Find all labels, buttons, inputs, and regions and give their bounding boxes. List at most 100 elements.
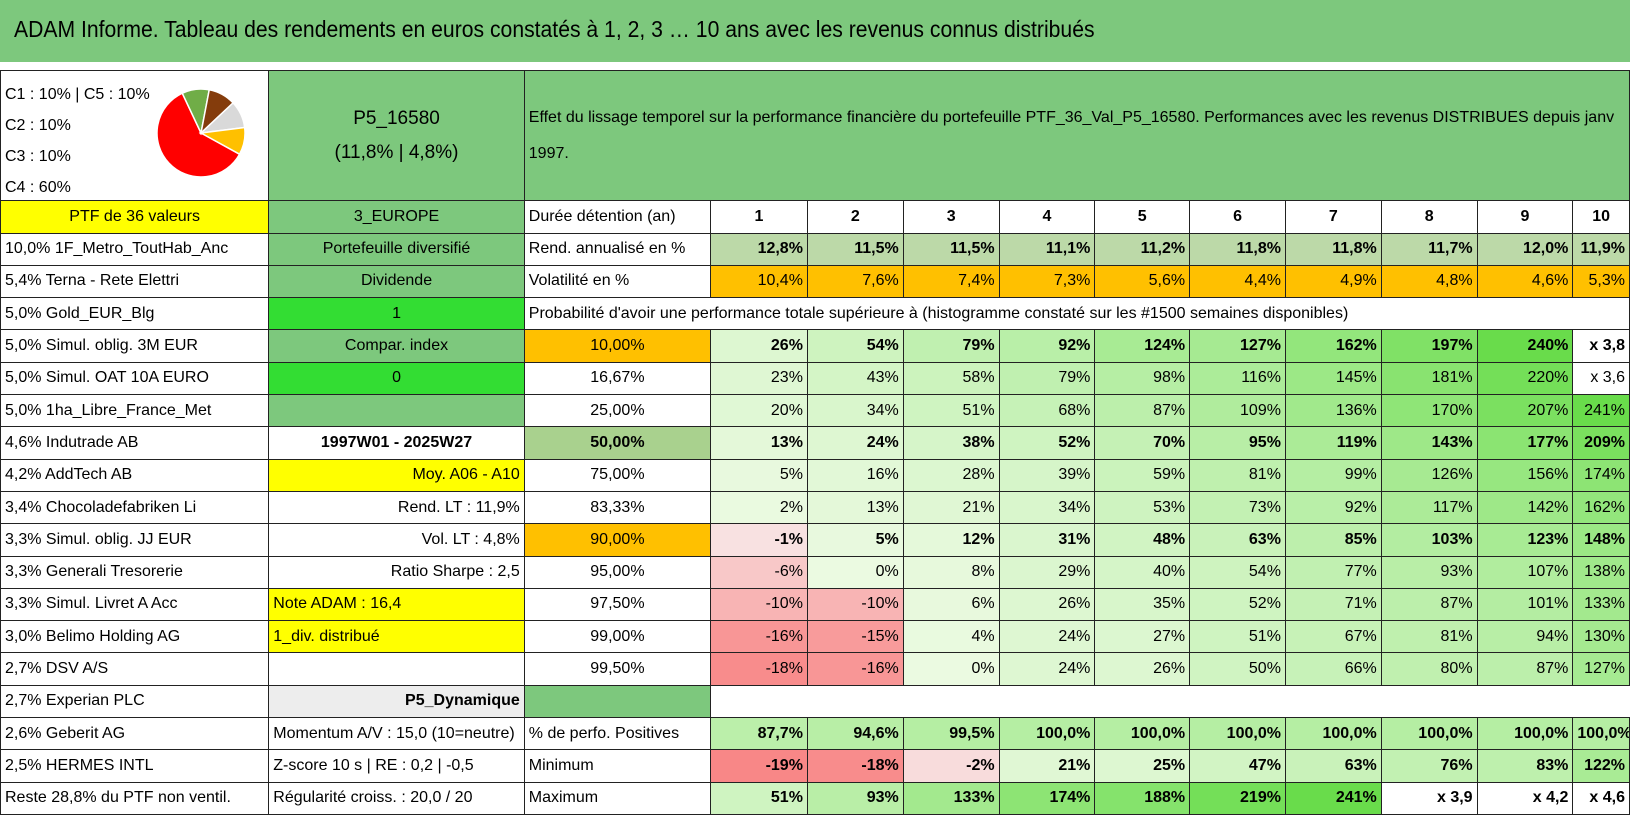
year-header: 6 xyxy=(1189,200,1286,234)
year-header: 8 xyxy=(1380,200,1478,234)
info-cell: Momentum A/V : 15,0 (10=neutre) xyxy=(268,716,525,751)
probability-value: 107% xyxy=(1476,555,1574,589)
spacer-cell xyxy=(523,684,712,719)
probability-value: 26% xyxy=(998,587,1096,622)
table-row: 3,0% Belimo Holding AG 1_div. distribué 99… xyxy=(0,620,1630,654)
probability-level: 16,67% xyxy=(523,361,712,396)
info-cell: Dividende xyxy=(268,264,525,299)
probability-value: 58% xyxy=(902,361,1000,396)
probability-value: 27% xyxy=(1094,620,1191,654)
description-text: Effet du lissage temporel sur la perform… xyxy=(523,69,1630,202)
probability-value: 24% xyxy=(998,652,1096,686)
info-cell: 1_div. distribué xyxy=(268,620,525,654)
holding-row: Reste 28,8% du PTF non ventil. xyxy=(0,781,270,815)
probability-value: 127% xyxy=(1189,329,1286,363)
probability-value: 26% xyxy=(710,329,808,363)
probability-value: 63% xyxy=(1189,523,1286,557)
vol-value: 4,4% xyxy=(1189,264,1286,299)
probability-value: 162% xyxy=(1572,490,1630,525)
min-label: Minimum xyxy=(523,749,712,783)
probability-level: 10,00% xyxy=(523,329,712,363)
probability-value: 79% xyxy=(902,329,1000,363)
table-row: 2,7% DSV A/S 99,50% -18% -16% 0% 24% 26% 50% 66%… xyxy=(0,652,1630,686)
info-cell xyxy=(268,652,525,686)
probability-level: 50,00% xyxy=(523,426,712,460)
probability-value: 16% xyxy=(806,458,904,492)
probability-value: -16% xyxy=(806,652,904,686)
max-value: 133% xyxy=(902,781,1000,815)
holding-row: 2,7% DSV A/S xyxy=(0,652,270,686)
pie-label: C3 : 10% xyxy=(5,148,71,165)
max-value: 188% xyxy=(1094,781,1191,815)
info-cell: Vol. LT : 4,8% xyxy=(268,523,525,557)
info-cell: Régularité croiss. : 20,0 / 20 xyxy=(268,781,525,815)
probability-value: 170% xyxy=(1380,394,1478,428)
allocation-pie-chart xyxy=(156,88,246,178)
holding-row: 5,0% Simul. oblig. 3M EUR xyxy=(0,329,270,363)
probability-value: 93% xyxy=(1380,555,1478,589)
page-title: ADAM Informe. Tableau des rendements en … xyxy=(14,16,1095,42)
pos-value: 100,0% xyxy=(1284,716,1382,751)
holding-row: 2,5% HERMES INTL xyxy=(0,749,270,783)
holding-row: 4,6% Indutrade AB xyxy=(0,426,270,460)
min-value: 83% xyxy=(1476,749,1574,783)
holding-row: 2,7% Experian PLC xyxy=(0,684,270,719)
probability-value: 156% xyxy=(1476,458,1574,492)
probability-value: 5% xyxy=(710,458,808,492)
info-cell: Portefeuille diversifié xyxy=(268,232,525,266)
info-cell: 1997W01 - 2025W27 xyxy=(268,426,525,460)
probability-value: 148% xyxy=(1572,523,1630,557)
holding-row: 5,0% Gold_EUR_Blg xyxy=(0,297,270,331)
table-row: 5,0% Gold_EUR_Blg 1 Probabilité d'avoir un… xyxy=(0,297,1630,331)
probability-level: 95,00% xyxy=(523,555,712,589)
probability-value: 26% xyxy=(1094,652,1191,686)
vol-value: 7,3% xyxy=(998,264,1096,299)
probability-value: 133% xyxy=(1572,587,1630,622)
probability-value: 67% xyxy=(1284,620,1382,654)
holding-row: 5,0% Simul. OAT 10A EURO xyxy=(0,361,270,396)
holding-row: 3,3% Simul. oblig. JJ EUR xyxy=(0,523,270,557)
probability-value: 98% xyxy=(1094,361,1191,396)
rend-label: Rend. annualisé en % xyxy=(523,232,712,266)
probability-value: x 3,8 xyxy=(1572,329,1630,363)
min-value: 76% xyxy=(1380,749,1478,783)
probability-value: 85% xyxy=(1284,523,1382,557)
pos-value: 87,7% xyxy=(710,716,808,751)
probability-value: 0% xyxy=(806,555,904,589)
probability-value: 241% xyxy=(1572,394,1630,428)
pos-value: 100,0% xyxy=(1572,716,1630,751)
probability-value: 38% xyxy=(902,426,1000,460)
probability-value: 143% xyxy=(1380,426,1478,460)
min-value: 47% xyxy=(1189,749,1286,783)
probability-value: 28% xyxy=(902,458,1000,492)
probability-value: 240% xyxy=(1476,329,1574,363)
probability-level: 83,33% xyxy=(523,490,712,525)
rend-value: 11,2% xyxy=(1094,232,1191,266)
probability-value: 94% xyxy=(1476,620,1574,654)
probability-value: 23% xyxy=(710,361,808,396)
pos-label: % de perfo. Positives xyxy=(523,716,712,751)
probability-value: 130% xyxy=(1572,620,1630,654)
year-header: 9 xyxy=(1476,200,1574,234)
portfolio-stats: (11,8% | 4,8%) xyxy=(334,141,459,163)
info-cell: Compar. index xyxy=(268,329,525,363)
probability-value: 51% xyxy=(1189,620,1286,654)
probability-value: 59% xyxy=(1094,458,1191,492)
probability-value: 124% xyxy=(1094,329,1191,363)
rend-value: 12,0% xyxy=(1476,232,1574,266)
pos-value: 100,0% xyxy=(1380,716,1478,751)
probability-level: 99,50% xyxy=(523,652,712,686)
info-cell: Rend. LT : 11,9% xyxy=(268,490,525,525)
region-label: 3_EUROPE xyxy=(268,200,525,234)
rend-value: 11,5% xyxy=(902,232,1000,266)
probability-value: 220% xyxy=(1476,361,1574,396)
duration-label: Durée détention (an) xyxy=(523,200,712,234)
probability-value: 12% xyxy=(902,523,1000,557)
min-value: 122% xyxy=(1572,749,1630,783)
probability-value: -10% xyxy=(710,587,808,622)
probability-value: 54% xyxy=(806,329,904,363)
probability-value: 142% xyxy=(1476,490,1574,525)
max-value: 174% xyxy=(998,781,1096,815)
table-row: 3,3% Simul. Livret A Acc Note ADAM : 16,4… xyxy=(0,587,1630,622)
slice-c4 xyxy=(156,92,241,178)
